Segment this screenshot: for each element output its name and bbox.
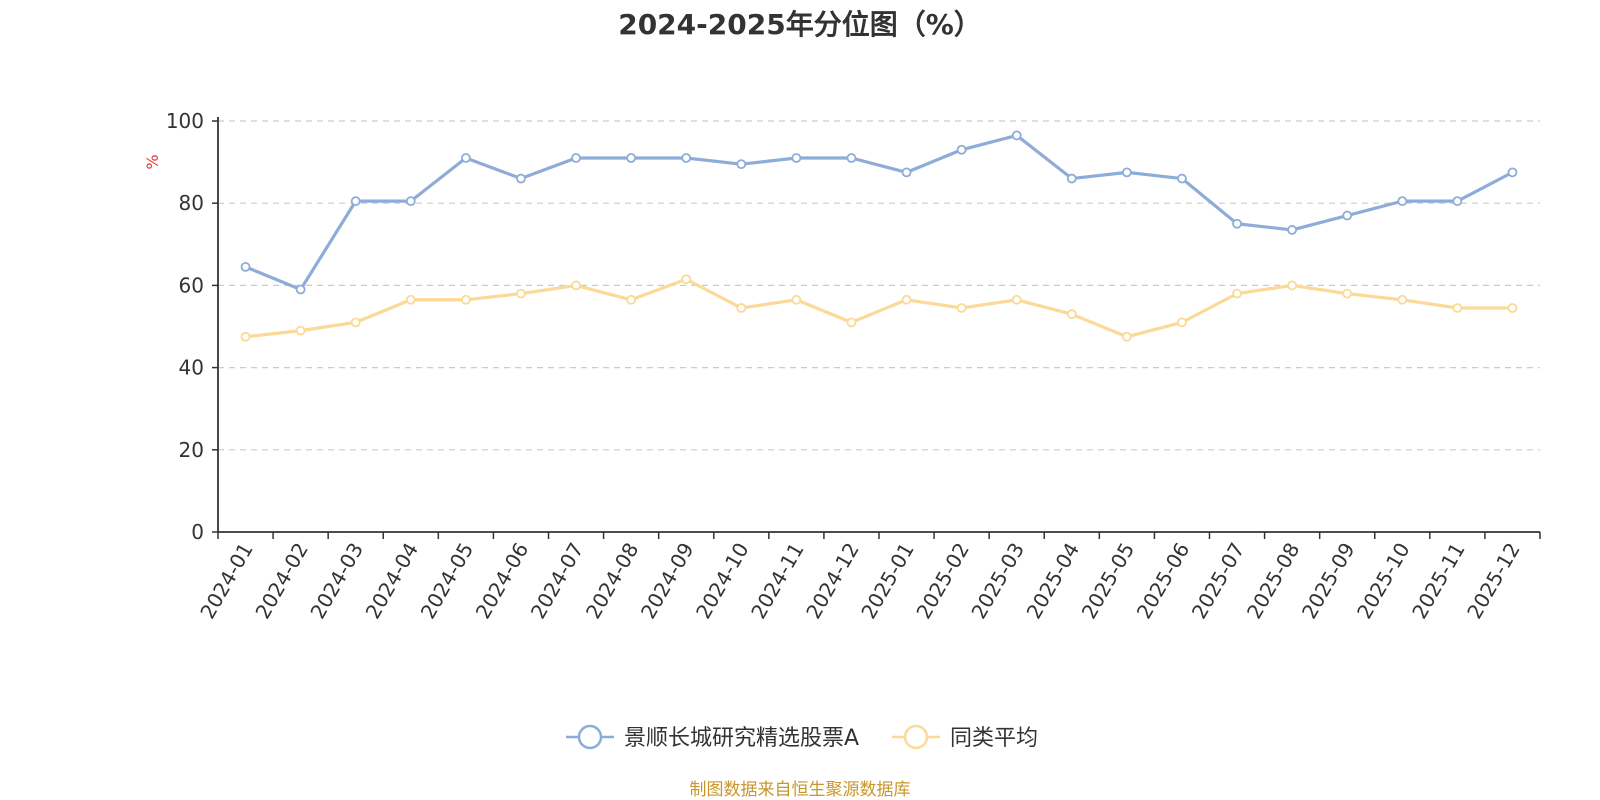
x-tick-label: 2024-06 <box>471 539 534 623</box>
x-tick-label: 2025-10 <box>1352 539 1415 623</box>
y-tick-label: 20 <box>179 438 204 462</box>
x-tick-label: 2025-03 <box>966 539 1029 623</box>
y-axis-label: % <box>143 154 162 169</box>
data-point <box>1121 167 1132 178</box>
data-point <box>1287 280 1298 291</box>
data-point <box>681 153 692 163</box>
data-point <box>1011 294 1022 305</box>
legend-item-2[interactable]: 同类平均 <box>892 724 1038 751</box>
series-2 <box>240 274 1518 342</box>
data-point <box>405 196 416 207</box>
series-1 <box>240 130 1518 295</box>
data-point <box>1342 288 1353 299</box>
x-tick-label: 2025-12 <box>1462 539 1525 623</box>
x-tick-label: 2025-04 <box>1022 539 1085 623</box>
data-point <box>681 274 692 285</box>
x-tick-label: 2025-09 <box>1297 539 1360 623</box>
x-tick-label: 2024-11 <box>746 539 809 623</box>
x-tick-label: 2024-02 <box>250 539 313 623</box>
data-point <box>1287 225 1298 235</box>
data-point <box>516 288 526 299</box>
data-point <box>626 294 637 305</box>
data-point <box>571 280 581 291</box>
data-point <box>791 153 802 163</box>
legend-label: 同类平均 <box>950 726 1038 751</box>
data-point <box>295 325 306 336</box>
x-tick-label: 2025-08 <box>1242 539 1305 623</box>
x-tick-label: 2025-01 <box>856 539 919 623</box>
x-tick-label: 2025-11 <box>1407 539 1470 623</box>
data-point <box>846 317 857 328</box>
x-tick-label: 2024-07 <box>526 539 589 623</box>
legend-label: 景顺长城研究精选股票A <box>624 726 859 751</box>
data-point <box>1121 331 1132 342</box>
x-tick-label: 2024-01 <box>195 539 258 623</box>
x-tick-label: 2024-04 <box>361 539 424 623</box>
data-point <box>1232 218 1242 229</box>
data-point <box>405 294 416 305</box>
x-tick-label: 2024-08 <box>581 539 644 623</box>
data-point <box>240 331 251 342</box>
data-point <box>460 153 471 163</box>
x-tick-label: 2025-07 <box>1187 539 1250 623</box>
data-point <box>1452 303 1463 313</box>
x-tick-label: 2024-09 <box>636 539 699 623</box>
data-point <box>1177 173 1187 184</box>
data-point <box>295 284 306 295</box>
legend[interactable]: 景顺长城研究精选股票A 同类平均 <box>566 724 1038 751</box>
data-point <box>1177 317 1187 328</box>
axes: 0 20 40 60 80 100 2024-012024-022024-032024-04… <box>166 109 1541 623</box>
data-point <box>516 173 526 184</box>
data-point <box>1507 167 1518 178</box>
series-lines <box>240 130 1518 342</box>
data-point <box>1397 196 1408 207</box>
x-tick-label: 2024-05 <box>416 539 479 623</box>
x-tick-label: 2025-02 <box>911 539 974 623</box>
data-point <box>350 317 361 328</box>
y-tick-label: 40 <box>179 356 204 380</box>
data-source-note: 制图数据来自恒生聚源数据库 <box>690 780 911 800</box>
y-tick-label: 0 <box>191 520 204 544</box>
data-point <box>626 153 637 163</box>
data-point <box>846 153 857 163</box>
x-tick-label: 2025-05 <box>1077 539 1140 623</box>
data-point <box>956 303 967 313</box>
series-line <box>244 133 1514 292</box>
data-point <box>571 153 581 163</box>
chart-title: 2024-2025年分位图（%） <box>618 8 982 41</box>
data-point <box>1342 210 1353 221</box>
legend-item-1[interactable]: 景顺长城研究精选股票A <box>566 724 859 751</box>
data-point <box>901 167 912 178</box>
data-point <box>240 262 251 272</box>
data-point <box>1507 303 1518 313</box>
data-point <box>460 294 471 305</box>
x-tick-label: 2024-12 <box>801 539 864 623</box>
x-tick-label: 2024-03 <box>305 539 368 623</box>
grid-lines <box>218 120 1540 451</box>
legend-circle-icon <box>903 724 929 750</box>
data-point <box>1232 288 1242 299</box>
data-point <box>736 303 747 313</box>
data-point <box>350 196 361 207</box>
x-tick-label: 2024-10 <box>691 539 754 623</box>
data-point <box>1066 309 1077 320</box>
data-point <box>736 159 747 170</box>
legend-circle-icon <box>577 724 603 750</box>
data-point <box>791 294 802 305</box>
data-point <box>1397 294 1408 305</box>
y-tick-label: 100 <box>166 109 204 133</box>
data-point <box>1011 130 1022 141</box>
data-point <box>1452 196 1463 207</box>
x-tick-label: 2025-06 <box>1132 539 1195 623</box>
y-tick-label: 60 <box>179 273 204 297</box>
data-point <box>901 294 912 305</box>
data-point <box>956 144 967 155</box>
y-tick-label: 80 <box>179 191 204 215</box>
series-line <box>245 277 1513 339</box>
data-point <box>1066 173 1077 184</box>
